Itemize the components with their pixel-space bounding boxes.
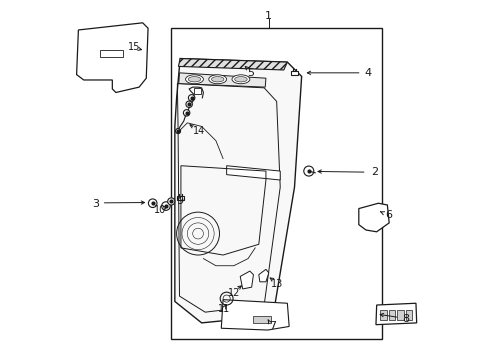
- Circle shape: [183, 110, 189, 116]
- Text: 10: 10: [154, 205, 166, 215]
- Circle shape: [148, 199, 157, 207]
- Text: 11: 11: [218, 304, 230, 314]
- Polygon shape: [179, 73, 265, 87]
- Circle shape: [162, 202, 170, 210]
- Circle shape: [303, 166, 313, 176]
- Bar: [405, 310, 411, 320]
- Text: 2: 2: [370, 167, 378, 177]
- Text: 14: 14: [192, 126, 204, 136]
- Polygon shape: [358, 203, 388, 232]
- Bar: [193, 88, 201, 94]
- Circle shape: [175, 129, 180, 134]
- Polygon shape: [240, 271, 253, 289]
- Polygon shape: [375, 303, 416, 325]
- Text: 4: 4: [364, 68, 371, 78]
- Ellipse shape: [188, 77, 201, 82]
- Text: 7: 7: [268, 321, 275, 331]
- Polygon shape: [77, 23, 148, 93]
- Polygon shape: [258, 269, 268, 282]
- Text: 13: 13: [271, 279, 283, 289]
- Text: 3: 3: [92, 199, 99, 208]
- Text: 8: 8: [402, 314, 408, 324]
- Ellipse shape: [208, 75, 226, 84]
- Ellipse shape: [234, 77, 246, 82]
- Text: 1: 1: [265, 12, 272, 21]
- Circle shape: [167, 198, 175, 205]
- Ellipse shape: [185, 75, 203, 84]
- Ellipse shape: [211, 77, 224, 82]
- Text: 9: 9: [176, 197, 183, 206]
- Ellipse shape: [231, 75, 249, 84]
- Circle shape: [188, 95, 194, 101]
- Bar: [171, 28, 381, 339]
- Bar: [397, 310, 403, 320]
- Polygon shape: [175, 59, 301, 323]
- Bar: [100, 50, 123, 57]
- Circle shape: [185, 101, 192, 108]
- Bar: [380, 310, 386, 320]
- Polygon shape: [226, 166, 280, 180]
- Bar: [290, 71, 298, 76]
- Bar: [388, 310, 394, 320]
- Bar: [253, 316, 271, 323]
- Polygon shape: [178, 59, 287, 70]
- Text: 15: 15: [127, 42, 140, 52]
- Text: 5: 5: [247, 68, 254, 78]
- Text: 12: 12: [227, 288, 240, 298]
- Bar: [176, 196, 183, 200]
- Text: 6: 6: [385, 210, 392, 220]
- Polygon shape: [221, 300, 288, 330]
